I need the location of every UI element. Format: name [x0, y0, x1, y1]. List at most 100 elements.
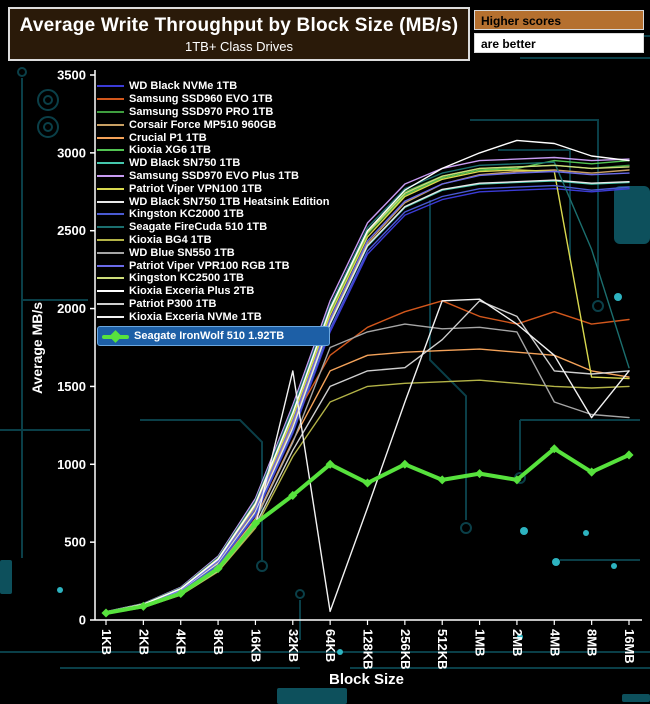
- legend-line-swatch: [97, 259, 124, 272]
- x-tick-label: 512KB: [435, 629, 450, 669]
- legend-item-wd-black-sn750-1tb-heatsink-edition: WD Black SN750 1TB Heatsink Edition: [97, 195, 330, 208]
- legend-item-kingston-kc2500-1tb: Kingston KC2500 1TB: [97, 272, 330, 285]
- legend-item-kioxia-exceria-nvme-1tb: Kioxia Exceria NVMe 1TB: [97, 310, 330, 323]
- x-tick-label: 128KB: [361, 629, 376, 669]
- x-tick-label: 16KB: [248, 629, 263, 662]
- chart-subtitle: 1TB+ Class Drives: [185, 38, 293, 54]
- series-marker-diamond: [101, 608, 111, 618]
- series-line-patriot-viper-vpr100-rgb-1tb: [105, 170, 630, 614]
- legend-label: Samsung SSD970 EVO Plus 1TB: [129, 169, 299, 182]
- legend-label: Crucial P1 1TB: [129, 131, 207, 144]
- series-line-patriot-p300-1tb: [105, 300, 630, 615]
- y-tick-label: 2500: [57, 223, 86, 238]
- legend-line-swatch: [97, 221, 124, 234]
- x-tick-label: 2MB: [510, 629, 525, 656]
- x-tick-label: 4KB: [174, 629, 189, 655]
- series-marker-diamond: [213, 564, 223, 574]
- series-marker-diamond: [475, 469, 485, 479]
- legend-label: Patriot Viper VPN100 1TB: [129, 182, 263, 195]
- legend-line-swatch: [97, 144, 124, 157]
- legend-item-kioxia-bg4-1tb: Kioxia BG4 1TB: [97, 234, 330, 247]
- legend-line-swatch: [97, 118, 124, 131]
- legend-item-crucial-p1-1tb: Crucial P1 1TB: [97, 131, 330, 144]
- chart-legend: WD Black NVMe 1TB Samsung SSD960 EVO 1TB S…: [97, 80, 330, 347]
- legend-label: Kioxia Exceria NVMe 1TB: [129, 310, 262, 323]
- legend-label: Kioxia BG4 1TB: [129, 233, 212, 246]
- legend-line-swatch: [97, 208, 124, 221]
- legend-line-swatch: [97, 182, 124, 195]
- legend-label: Corsair Force MP510 960GB: [129, 118, 277, 131]
- legend-item-seagate-ironwolf-510-1-92tb: Seagate IronWolf 510 1.92TB: [97, 326, 330, 347]
- legend-label: Samsung SSD960 EVO 1TB: [129, 93, 273, 106]
- legend-line-swatch: [97, 298, 124, 311]
- legend-line-swatch: [97, 93, 124, 106]
- legend-label: Samsung SSD970 PRO 1TB: [129, 105, 274, 118]
- series-marker-diamond: [250, 518, 260, 528]
- x-tick-label: 256KB: [398, 629, 413, 669]
- legend-item-patriot-p300-1tb: Patriot P300 1TB: [97, 298, 330, 311]
- x-tick-label: 4MB: [547, 629, 562, 656]
- legend-item-kingston-kc2000-1tb: Kingston KC2000 1TB: [97, 208, 330, 221]
- legend-line-swatch: [97, 246, 124, 259]
- title-box: Average Write Throughput by Block Size (…: [8, 7, 470, 61]
- legend-item-patriot-viper-vpr100-rgb-1tb: Patriot Viper VPR100 RGB 1TB: [97, 259, 330, 272]
- legend-label: WD Black SN750 1TB Heatsink Edition: [129, 195, 330, 208]
- series-marker-diamond: [138, 601, 148, 611]
- series-line-kioxia-bg4-1tb: [105, 379, 630, 615]
- legend-line-swatch: [97, 310, 124, 323]
- legend-line-swatch: [102, 330, 129, 344]
- y-tick-label: 500: [64, 535, 86, 550]
- y-tick-label: 3000: [57, 145, 86, 160]
- legend-label: Patriot Viper VPR100 RGB 1TB: [129, 259, 290, 272]
- legend-label: Kioxia Exceria Plus 2TB: [129, 285, 255, 298]
- legend-line-swatch: [97, 157, 124, 170]
- series-line-wd-blue-sn550-1tb: [105, 323, 630, 614]
- series-line-samsung-ssd960-evo-1tb: [105, 300, 630, 613]
- chart-title: Average Write Throughput by Block Size (…: [19, 14, 459, 36]
- series-line-kingston-kc2000-1tb: [105, 184, 630, 614]
- y-tick-label: 0: [79, 613, 86, 628]
- legend-label: WD Black NVMe 1TB: [129, 80, 238, 93]
- y-tick-label: 2000: [57, 301, 86, 316]
- legend-item-kioxia-exceria-plus-2tb: Kioxia Exceria Plus 2TB: [97, 285, 330, 298]
- x-tick-label: 1KB: [99, 629, 114, 655]
- y-axis-title: Average MB/s: [29, 302, 45, 394]
- legend-item-samsung-ssd960-evo-1tb: Samsung SSD960 EVO 1TB: [97, 93, 330, 106]
- legend-label: WD Black SN750 1TB: [129, 157, 241, 170]
- x-tick-label: 2KB: [136, 629, 151, 655]
- legend-line-swatch: [97, 170, 124, 183]
- y-tick-label: 3500: [57, 68, 86, 83]
- legend-line-swatch: [97, 285, 124, 298]
- legend-item-wd-blue-sn550-1tb: WD Blue SN550 1TB: [97, 246, 330, 259]
- diamond-marker-icon: [109, 330, 122, 344]
- x-tick-label: 32KB: [286, 629, 301, 662]
- are-better-badge: are better: [474, 33, 644, 53]
- legend-line-swatch: [97, 272, 124, 285]
- y-tick-label: 1500: [57, 379, 86, 394]
- legend-item-patriot-viper-vpn100-1tb: Patriot Viper VPN100 1TB: [97, 182, 330, 195]
- x-tick-label: 64KB: [323, 629, 338, 662]
- higher-scores-badge: Higher scores: [474, 10, 644, 30]
- legend-label: Kioxia XG6 1TB: [129, 144, 211, 157]
- legend-label: Patriot P300 1TB: [129, 297, 217, 310]
- x-tick-label: 1MB: [473, 629, 488, 656]
- legend-line-swatch: [97, 80, 124, 93]
- x-tick-label: 16MB: [622, 629, 637, 664]
- legend-line-swatch: [97, 106, 124, 119]
- x-tick-label: 8MB: [585, 629, 600, 656]
- y-tick-label: 1000: [57, 457, 86, 472]
- legend-item-seagate-firecuda-510-1tb: Seagate FireCuda 510 1TB: [97, 221, 330, 234]
- series-line-kioxia-exceria-nvme-1tb: [105, 298, 630, 615]
- legend-item-wd-black-sn750-1tb: WD Black SN750 1TB: [97, 157, 330, 170]
- legend-label: Seagate FireCuda 510 1TB: [129, 221, 268, 234]
- legend-item-samsung-ssd970-pro-1tb: Samsung SSD970 PRO 1TB: [97, 106, 330, 119]
- x-tick-label: 8KB: [211, 629, 226, 655]
- legend-label: WD Blue SN550 1TB: [129, 246, 235, 259]
- legend-label: Seagate IronWolf 510 1.92TB: [134, 330, 285, 343]
- legend-item-wd-black-nvme-1tb: WD Black NVMe 1TB: [97, 80, 330, 93]
- legend-item-kioxia-xg6-1tb: Kioxia XG6 1TB: [97, 144, 330, 157]
- legend-item-samsung-ssd970-evo-plus-1tb: Samsung SSD970 EVO Plus 1TB: [97, 170, 330, 183]
